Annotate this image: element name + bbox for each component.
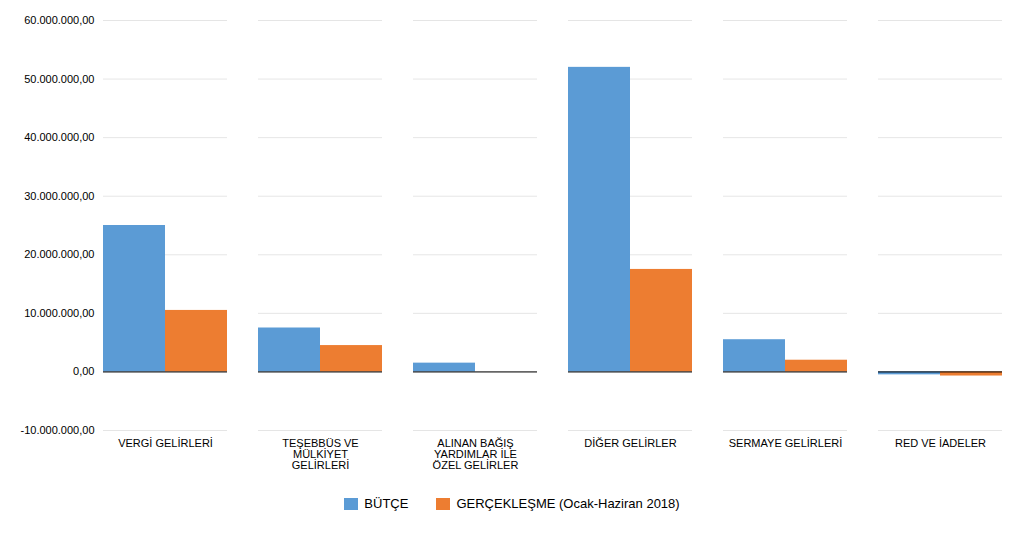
svg-text:VERGİ GELİRLERİ: VERGİ GELİRLERİ bbox=[118, 437, 213, 449]
svg-text:TEŞEBBÜS VEMÜLKİYETGELİRLERİ: TEŞEBBÜS VEMÜLKİYETGELİRLERİ bbox=[282, 437, 358, 471]
svg-text:-10.000.000,00: -10.000.000,00 bbox=[20, 424, 94, 436]
svg-text:30.000.000,00: 30.000.000,00 bbox=[24, 190, 94, 202]
svg-text:50.000.000,00: 50.000.000,00 bbox=[24, 73, 94, 85]
svg-text:10.000.000,00: 10.000.000,00 bbox=[24, 307, 94, 319]
html-text:BÜTÇE: BÜTÇE bbox=[364, 496, 409, 511]
html-text:GERÇEKLEŞME (Ocak-Haziran 2018: GERÇEKLEŞME (Ocak-Haziran 2018) bbox=[456, 496, 680, 511]
svg-text:ALINAN BAĞIŞYARDIMLAR İLEÖZEL: ALINAN BAĞIŞYARDIMLAR İLEÖZEL GELİRLER bbox=[433, 437, 519, 471]
svg-text:DİĞER GELİRLER: DİĞER GELİRLER bbox=[584, 437, 676, 449]
svg-text:60.000.000,00: 60.000.000,00 bbox=[24, 14, 94, 26]
svg-text:0,00: 0,00 bbox=[73, 365, 94, 377]
svg-text:20.000.000,00: 20.000.000,00 bbox=[24, 248, 94, 260]
svg-text:SERMAYE GELİRLERİ: SERMAYE GELİRLERİ bbox=[729, 437, 843, 449]
svg-text:40.000.000,00: 40.000.000,00 bbox=[24, 131, 94, 143]
svg-text:RED VE İADELER: RED VE İADELER bbox=[895, 437, 986, 449]
